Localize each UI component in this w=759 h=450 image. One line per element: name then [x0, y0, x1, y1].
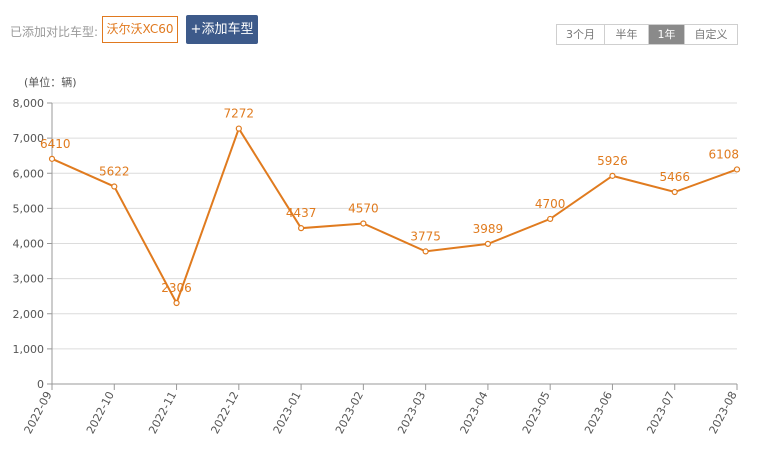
y-tick-label: 2,000: [13, 308, 45, 321]
data-points: [48, 125, 741, 307]
x-tick-label: 2022-11: [146, 389, 179, 436]
x-axis: 2022-09 2022-10 2022-11 2022-12 2023-01 2023-…: [22, 384, 740, 436]
series-line: [51, 126, 738, 306]
data-label: 3989: [473, 222, 504, 236]
data-point[interactable]: [360, 220, 367, 227]
x-tick-label: 2022-09: [22, 389, 55, 436]
x-tick-label: 2022-10: [84, 389, 117, 436]
x-tick-label: 2023-01: [271, 389, 304, 436]
data-label: 3775: [410, 229, 441, 243]
data-point[interactable]: [111, 183, 118, 190]
x-tick-label: 2022-12: [208, 389, 241, 436]
y-tick-label: 3,000: [13, 273, 45, 286]
data-point[interactable]: [671, 188, 678, 196]
data-label: 2306: [161, 281, 192, 295]
data-label: 4570: [348, 201, 379, 215]
y-tick-label: 7,000: [13, 132, 45, 145]
x-tick-label: 2023-04: [457, 389, 490, 436]
x-tick-label: 2023-06: [582, 389, 615, 436]
tab-3-months[interactable]: 3个月: [557, 25, 605, 44]
y-tick-label: 6,000: [13, 167, 45, 180]
time-range-tabs: 3个月 半年 1年 自定义: [556, 24, 738, 45]
unit-label: (单位：辆): [24, 75, 77, 89]
data-point[interactable]: [733, 166, 741, 173]
grid-lines: [52, 102, 737, 385]
tab-half-year[interactable]: 半年: [605, 25, 649, 44]
y-tick-label: 0: [37, 378, 44, 391]
tab-1-year[interactable]: 1年: [649, 25, 685, 44]
y-tick-label: 4,000: [13, 238, 45, 251]
x-tick-label: 2023-07: [644, 389, 677, 436]
y-axis: 0 1,000 2,000 3,000 4,000 5,000 6,000 7,000 8,00…: [13, 97, 53, 391]
model-chip[interactable]: 沃尔沃XC60: [102, 16, 178, 43]
add-model-button[interactable]: +添加车型: [186, 15, 258, 44]
data-label: 6108: [708, 147, 739, 161]
data-point[interactable]: [235, 125, 242, 132]
data-point[interactable]: [297, 225, 305, 232]
data-label: 5466: [659, 170, 690, 184]
x-tick-label: 2023-05: [520, 389, 553, 436]
data-label: 4700: [535, 197, 566, 211]
data-point[interactable]: [48, 155, 56, 162]
x-tick-label: 2023-03: [395, 389, 428, 436]
data-point[interactable]: [609, 172, 616, 179]
data-point[interactable]: [484, 240, 492, 247]
data-label: 5622: [99, 165, 130, 179]
series-polyline: [51, 126, 738, 306]
data-label: 7272: [224, 107, 255, 121]
data-point[interactable]: [422, 248, 429, 255]
tab-custom[interactable]: 自定义: [685, 25, 737, 44]
data-point[interactable]: [547, 215, 554, 223]
x-tick-label: 2023-02: [333, 389, 366, 436]
y-tick-label: 1,000: [13, 343, 45, 356]
x-tick-label: 2023-08: [707, 389, 740, 436]
added-models-label: 已添加对比车型:: [10, 25, 99, 39]
data-point[interactable]: [173, 299, 180, 307]
data-labels: 6410 5622 2306 7272 4437 4570 3775 3989 4700 5926…: [40, 107, 739, 295]
data-label: 6410: [40, 137, 71, 151]
data-label: 4437: [286, 206, 317, 220]
y-tick-label: 5,000: [13, 202, 45, 215]
y-tick-label: 8,000: [13, 97, 45, 110]
data-label: 5926: [597, 154, 628, 168]
